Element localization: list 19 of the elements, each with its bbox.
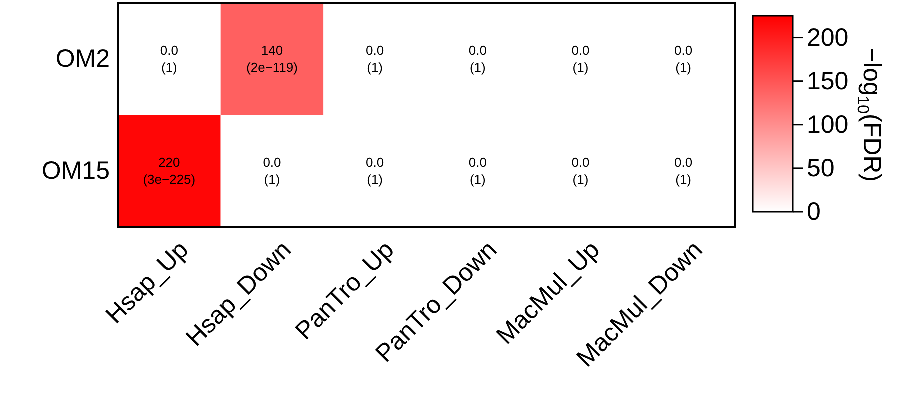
data-label: 0.0 (1) — [468, 155, 487, 187]
data-label: 0.0 (1) — [674, 43, 693, 75]
color-bar-label: 0 — [807, 198, 821, 226]
y-tick-label: OM15 — [42, 157, 110, 185]
color-bar-label: 150 — [807, 67, 849, 96]
data-label: 0.0 (1) — [572, 43, 590, 75]
data-label: 0.0 (1) — [572, 155, 590, 187]
data-label: 0.0 (1) — [468, 43, 487, 75]
color-bar-label: 200 — [807, 24, 849, 52]
data-label: 0.0 (1) — [160, 43, 178, 75]
data-label: 140 (2e−119) — [246, 43, 298, 75]
data-label: 0.0 (1) — [366, 43, 384, 75]
color-bar-label: 50 — [807, 154, 835, 182]
data-label: 0.0 (1) — [366, 155, 384, 187]
data-label: 220 (3e−225) — [143, 155, 196, 187]
y-tick-label: OM2 — [56, 45, 110, 73]
data-label: 0.0 (1) — [674, 155, 693, 187]
data-label: 0.0 (1) — [263, 155, 282, 187]
color-bar-label: 100 — [807, 110, 849, 139]
